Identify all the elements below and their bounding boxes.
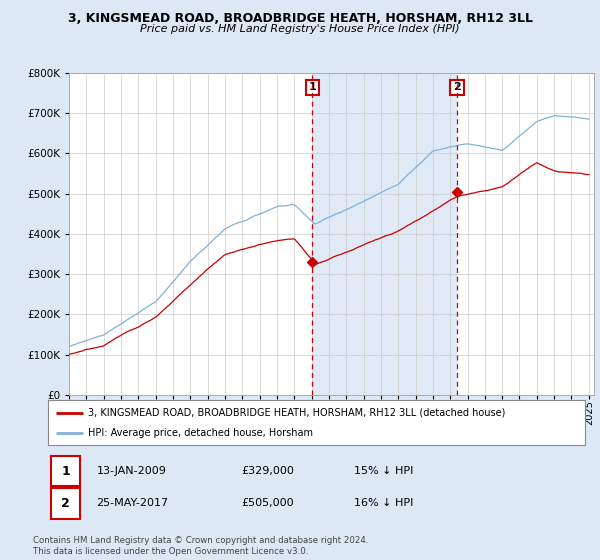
Bar: [312, 73, 457, 395]
Text: £505,000: £505,000: [241, 498, 294, 508]
Text: £329,000: £329,000: [241, 466, 294, 476]
Text: HPI: Average price, detached house, Horsham: HPI: Average price, detached house, Hors…: [88, 428, 313, 438]
Text: 1: 1: [308, 82, 316, 92]
Text: 3, KINGSMEAD ROAD, BROADBRIDGE HEATH, HORSHAM, RH12 3LL (detached house): 3, KINGSMEAD ROAD, BROADBRIDGE HEATH, HO…: [88, 408, 506, 418]
Text: 2: 2: [61, 497, 70, 510]
Text: Price paid vs. HM Land Registry's House Price Index (HPI): Price paid vs. HM Land Registry's House …: [140, 24, 460, 34]
Text: 25-MAY-2017: 25-MAY-2017: [97, 498, 169, 508]
Text: 2: 2: [453, 82, 461, 92]
FancyBboxPatch shape: [50, 488, 80, 519]
Text: Contains HM Land Registry data © Crown copyright and database right 2024.
This d: Contains HM Land Registry data © Crown c…: [33, 536, 368, 556]
Text: 16% ↓ HPI: 16% ↓ HPI: [354, 498, 413, 508]
Text: 3, KINGSMEAD ROAD, BROADBRIDGE HEATH, HORSHAM, RH12 3LL: 3, KINGSMEAD ROAD, BROADBRIDGE HEATH, HO…: [67, 12, 533, 25]
FancyBboxPatch shape: [50, 456, 80, 487]
Text: 1: 1: [61, 465, 70, 478]
Text: 15% ↓ HPI: 15% ↓ HPI: [354, 466, 413, 476]
Text: 13-JAN-2009: 13-JAN-2009: [97, 466, 166, 476]
